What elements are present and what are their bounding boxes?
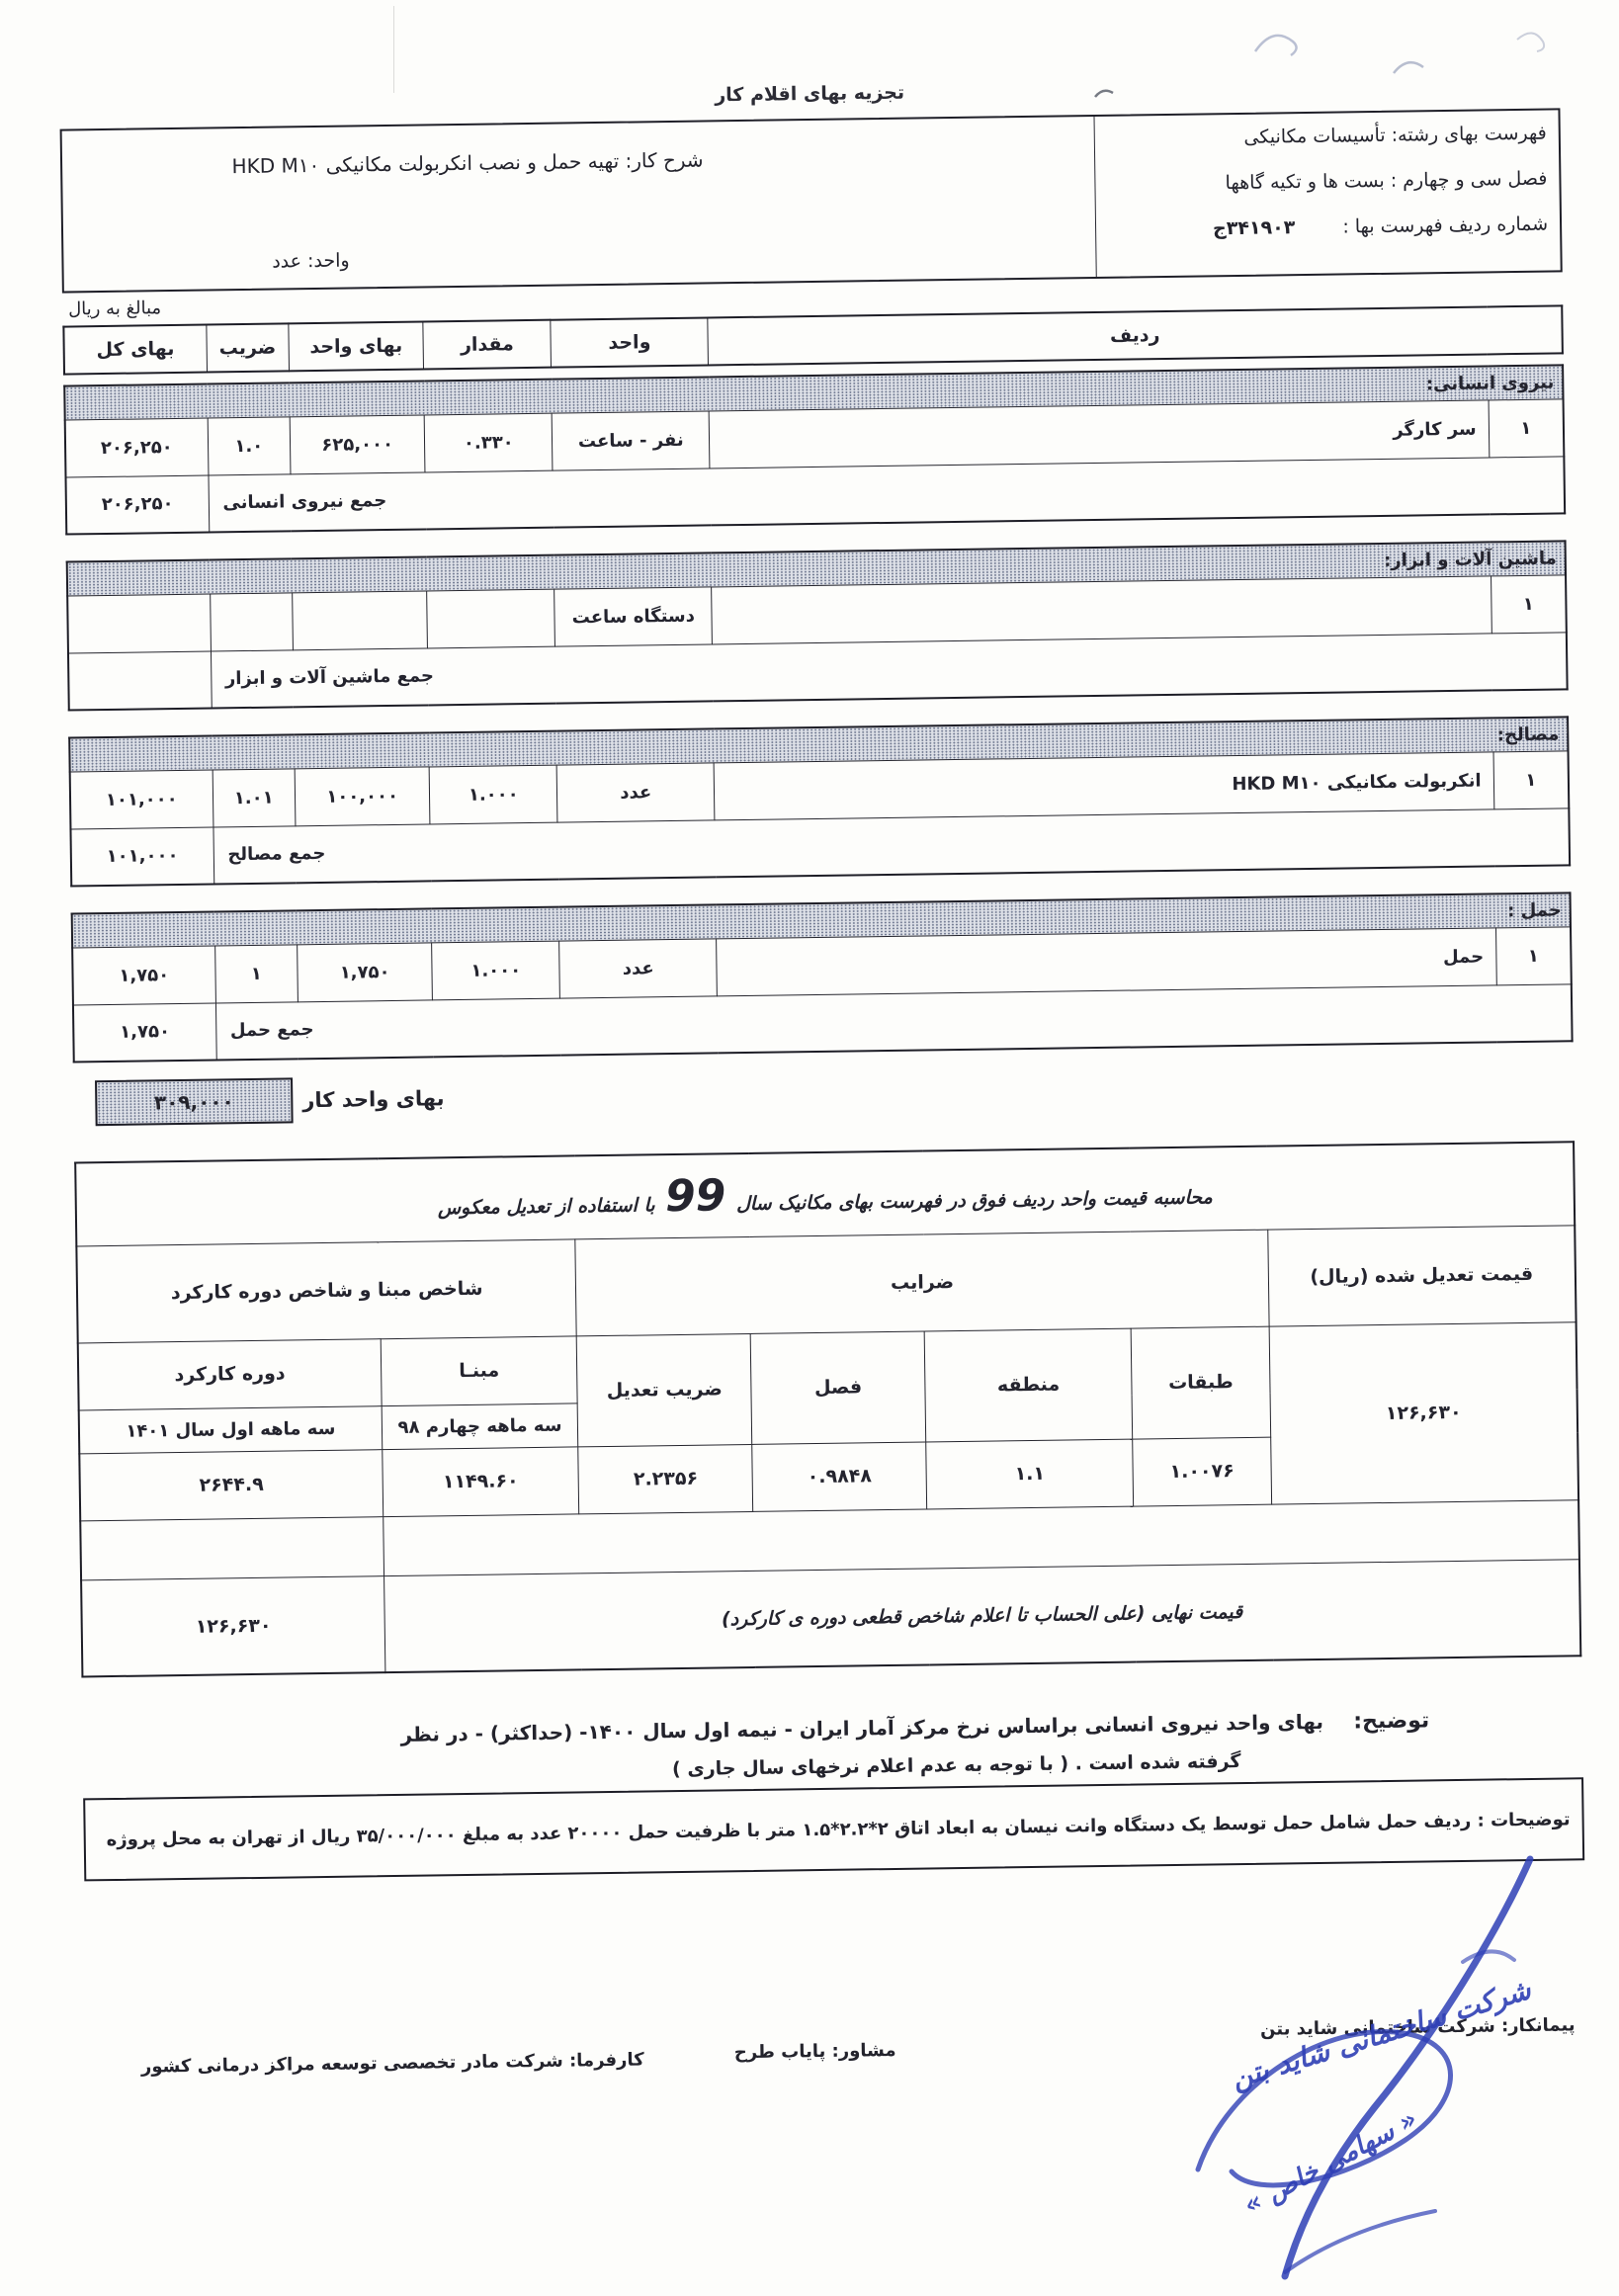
cell-quantity: ۱.۰۰۰ — [429, 764, 558, 824]
document-title: تجزیه بهای اقلام کار — [715, 81, 905, 107]
adjustment-title-year: 99 — [664, 1170, 726, 1222]
header-meta-block: فهرست بهای رشته: تأسیسات مکانیکی فصل سی … — [1093, 110, 1561, 277]
pen-marks-decoration — [1094, 32, 1546, 98]
cell-unit-price — [292, 590, 428, 650]
final-price-value: ۱۲۶,۶۳۰ — [81, 1575, 385, 1677]
col-floors: طبقات — [1131, 1325, 1271, 1439]
cell-unit-price: ۶۲۵,۰۰۰ — [290, 414, 426, 474]
col-base: مبنـا — [380, 1335, 578, 1406]
chapter-line: فصل سی و چهارم : بست ها و تکیه گاهها — [1225, 167, 1548, 195]
row-number-label: شماره ردیف فهرست بها : — [1342, 213, 1549, 238]
col-period: دوره کارکرد — [77, 1338, 382, 1410]
val-region: ۱.۱ — [925, 1438, 1134, 1509]
section-transport: حمل : ۱ حمل عدد ۱.۰۰۰ ۱,۷۵۰ ۱ ۱,۷۵۰ جمع … — [70, 892, 1574, 1063]
empty-cell — [80, 1516, 384, 1580]
unit-work-price-value: ۳۰۹,۰۰۰ — [95, 1077, 294, 1127]
col-adj-factor: ضریب تعدیل — [576, 1332, 752, 1447]
contractor-label: پیمانکار: شرکت ساختمانی شاید بتن — [1259, 2014, 1576, 2040]
val-period: ۲۶۴۴.۹ — [79, 1449, 383, 1521]
adjusted-price-header: قیمت تعدیل شده (ریال) — [1267, 1225, 1576, 1326]
cell-total: ۱,۷۵۰ — [72, 945, 215, 1005]
val-adj-factor: ۲.۲۳۵۶ — [578, 1443, 753, 1514]
adjustment-final-row: قیمت نهایی (علی الحساب تا اعلام شاخص قطع… — [81, 1559, 1581, 1677]
cell-factor: ۱.۰۱ — [212, 768, 296, 827]
signature-footer: پیمانکار: شرکت ساختمانی شاید بتن مشاور: … — [87, 2014, 1588, 2104]
work-unit: واحد: عدد — [272, 249, 350, 273]
cell-unit-price: ۱,۷۵۰ — [297, 942, 433, 1002]
work-period: سه ماهه اول سال ۱۴۰۱ — [78, 1405, 383, 1454]
col-header-factor: ضریب — [206, 323, 290, 373]
val-base: ۱۱۴۹.۶۰ — [382, 1446, 580, 1517]
section-machinery: ماشین آلات و ابزار: ۱ دستگاه ساعت جمع ما… — [65, 540, 1569, 712]
cell-unit: نفر - ساعت — [552, 410, 711, 470]
stamp-type-text: « سهامی خاص » — [1239, 2104, 1422, 2220]
cell-row-number: ۱ — [1488, 398, 1565, 458]
document-content: تجزیه بهای اقلام کار فهرست بهای رشته: تأ… — [59, 72, 1587, 2104]
cell-unit: دستگاه ساعت — [554, 586, 713, 646]
section-human-resources: نیروی انسانی: ۱ سر کارگر نفر - ساعت ۰.۳۳… — [63, 364, 1567, 536]
section-materials: مصالح: ۱ انکربولت مکانیکی HKD M۱۰ عدد ۱.… — [68, 716, 1572, 888]
val-season: ۰.۹۸۴۸ — [751, 1441, 927, 1511]
note-label: توضیح: — [1353, 1708, 1430, 1735]
cell-factor — [210, 592, 294, 651]
cell-factor: ۱.۰ — [207, 416, 291, 475]
cell-total: ۱۰۱,۰۰۰ — [69, 769, 213, 829]
header-work-block: شرح کار: تهیه حمل و نصب انکربولت مکانیکی… — [62, 117, 1096, 292]
pricelist-field-line: فهرست بهای رشته: تأسیسات مکانیکی — [1243, 122, 1547, 148]
sum-total: ۲۰۶,۲۵۰ — [65, 474, 210, 535]
adjustment-table: محاسبه قیمت واحد ردیف فوق در فهرست بهای … — [74, 1141, 1582, 1678]
cell-quantity — [426, 588, 555, 648]
index-header: شاخص مبنا و شاخص دوره کارکرد — [76, 1238, 577, 1343]
col-region: منطقه — [924, 1327, 1133, 1442]
sum-total: ۱,۷۵۰ — [72, 1002, 216, 1063]
col-season: فصل — [750, 1330, 926, 1444]
header-box: فهرست بهای رشته: تأسیسات مکانیکی فصل سی … — [59, 108, 1563, 294]
cell-row-number: ۱ — [1491, 574, 1567, 634]
sum-total: ۱۰۱,۰۰۰ — [70, 826, 214, 887]
factors-header: ضرایب — [575, 1229, 1269, 1336]
col-header-row-number: ردیف — [708, 305, 1563, 366]
adjustment-title-pre: محاسبه قیمت واحد ردیف فوق در فهرست بهای … — [735, 1186, 1213, 1215]
cell-unit: عدد — [556, 762, 716, 822]
remarks-box: توضیحات : ردیف حمل شامل حمل توسط یک دستگ… — [83, 1777, 1585, 1882]
cell-quantity: ۰.۳۳۰ — [424, 412, 554, 472]
adjustment-title-post: با استفاده از تعدیل معکوس — [437, 1194, 655, 1220]
cell-unit-price: ۱۰۰,۰۰۰ — [295, 766, 431, 826]
base-period: سه ماهه چهارم ۹۸ — [381, 1403, 579, 1450]
work-description: شرح کار: تهیه حمل و نصب انکربولت مکانیکی… — [231, 147, 704, 179]
final-price-label: قیمت نهایی (علی الحساب تا اعلام شاخص قطع… — [383, 1559, 1581, 1673]
col-header-unit-price: بهای واحد — [288, 321, 424, 372]
col-header-unit: واحد — [551, 317, 709, 368]
employer-label: کارفرما: شرکت مادر تخصصی توسعه مراکز درم… — [140, 2049, 644, 2078]
cell-quantity: ۱.۰۰۰ — [431, 940, 560, 1000]
scanner-artifact-line — [393, 6, 394, 93]
unit-work-price-label: بهای واحد کار — [302, 1086, 445, 1113]
adjusted-price-value: ۱۲۶,۶۳۰ — [1268, 1321, 1579, 1504]
row-number-value: ۳۴۱۹۰۳ج — [1212, 216, 1296, 240]
col-header-quantity: مقدار — [423, 319, 552, 370]
consultant-label: مشاور: پایاب طرح — [733, 2039, 896, 2064]
unit-work-price-row: بهای واحد کار ۳۰۹,۰۰۰ — [73, 1060, 1574, 1127]
cell-total — [67, 593, 211, 653]
explanation-note: توضیح: بهای واحد نیروی انسانی براساس نرخ… — [82, 1706, 1583, 1788]
col-header-total: بهای کل — [63, 324, 208, 375]
cell-unit: عدد — [558, 938, 718, 998]
row-number-line: شماره ردیف فهرست بها : ۳۴۱۹۰۳ج — [1102, 213, 1548, 241]
sum-total — [67, 650, 212, 711]
val-floors: ۱.۰۰۷۶ — [1132, 1436, 1272, 1506]
cell-row-number: ۱ — [1492, 750, 1570, 809]
cell-total: ۲۰۶,۲۵۰ — [64, 417, 209, 477]
cell-row-number: ۱ — [1495, 926, 1572, 985]
cell-factor: ۱ — [214, 944, 298, 1003]
